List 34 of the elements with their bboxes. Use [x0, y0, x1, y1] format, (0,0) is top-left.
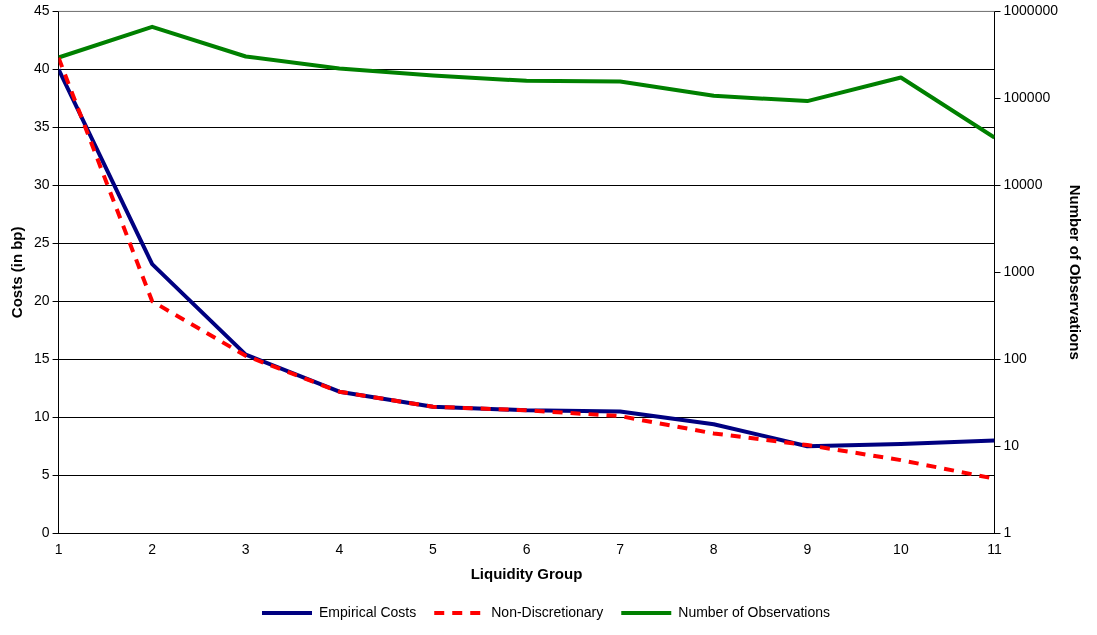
x-tick-label: 9: [803, 541, 812, 558]
y2-tick-label: 1: [1003, 524, 1012, 541]
x-tick-label: 4: [335, 541, 344, 558]
y-tick-label: 15: [33, 350, 50, 367]
y-tick-label: 35: [33, 118, 50, 135]
y-tick-label: 20: [33, 292, 50, 309]
legend-label: Empirical Costs: [319, 603, 417, 620]
y-tick-label: 40: [33, 60, 50, 77]
legend-label: Number of Observations: [678, 603, 831, 620]
y2-tick-label: 1000000: [1003, 2, 1059, 19]
y-axis-title: Costs (in bp): [8, 226, 26, 319]
y-tick-label: 25: [33, 234, 50, 251]
x-tick-label: 10: [893, 541, 909, 558]
y2-tick-label: 1000: [1003, 263, 1035, 280]
x-tick-label: 7: [616, 541, 625, 558]
y-tick-label: 30: [33, 176, 50, 193]
x-tick-label: 5: [429, 541, 438, 558]
y2-tick-label: 100: [1003, 350, 1028, 367]
y-tick-label: 45: [33, 2, 50, 19]
y2-axis-title: Number of Observations: [1066, 184, 1084, 360]
y2-tick-label: 10000: [1003, 176, 1043, 193]
x-tick-label: 2: [148, 541, 157, 558]
y2-tick-label: 100000: [1003, 89, 1051, 106]
x-tick-label: 11: [987, 541, 1002, 558]
x-tick-label: 6: [522, 541, 531, 558]
x-tick-label: 3: [241, 541, 250, 558]
x-axis-title: Liquidity Group: [470, 565, 583, 583]
x-tick-label: 1: [54, 541, 63, 558]
legend-label: Non-Discretionary: [491, 603, 604, 620]
y-tick-label: 5: [41, 466, 50, 483]
x-tick-label: 8: [709, 541, 718, 558]
y-tick-label: 0: [41, 524, 50, 541]
y-tick-label: 10: [33, 408, 50, 425]
y2-tick-label: 10: [1003, 437, 1020, 454]
